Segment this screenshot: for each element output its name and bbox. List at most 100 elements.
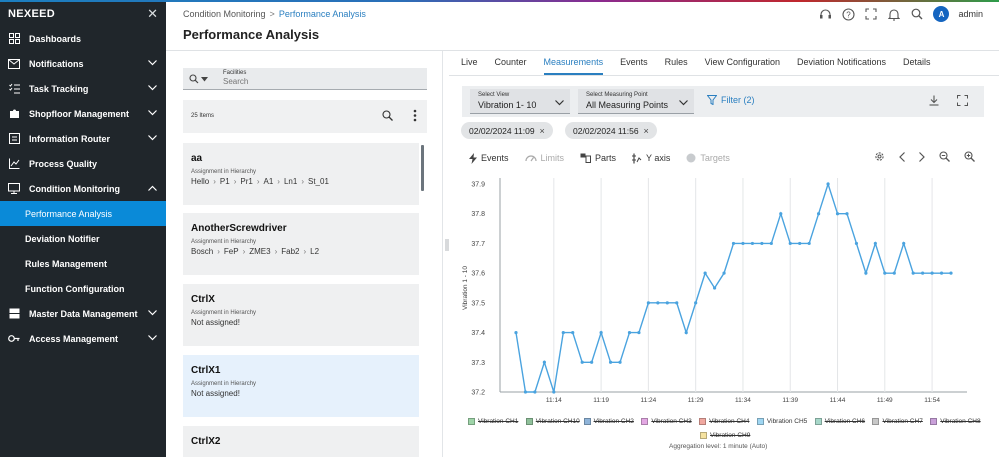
data-point[interactable]	[873, 241, 877, 246]
data-point[interactable]	[542, 360, 546, 364]
data-point[interactable]	[618, 360, 622, 364]
breadcrumb-performance-analysis[interactable]: Performance Analysis	[278, 9, 366, 19]
data-point[interactable]	[835, 212, 840, 216]
legend-item[interactable]: Vibration CH1	[468, 417, 526, 425]
data-point[interactable]	[902, 241, 906, 246]
tab-deviation-notifications[interactable]: Deviation Notifications	[797, 57, 887, 67]
legend-item[interactable]: Vibration CH7	[872, 417, 930, 425]
tab-measurements[interactable]: Measurements	[543, 57, 603, 75]
user-name[interactable]: admin	[958, 9, 983, 19]
data-point[interactable]	[769, 241, 773, 246]
data-point[interactable]	[694, 301, 698, 305]
legend-item[interactable]: Vibration CH3	[641, 417, 699, 425]
legend-item[interactable]: Vibration CH6	[814, 417, 873, 425]
list-item[interactable]: CtrlX2	[183, 426, 419, 457]
tab-rules[interactable]: Rules	[664, 57, 688, 67]
yaxis-toggle[interactable]: Y axis	[632, 153, 670, 164]
data-point[interactable]	[703, 271, 707, 275]
data-point[interactable]	[712, 286, 717, 290]
data-point[interactable]	[552, 390, 556, 394]
data-point[interactable]	[523, 390, 528, 394]
data-point[interactable]	[854, 241, 859, 246]
sidebar-item-notifications[interactable]: Notifications	[0, 51, 166, 76]
data-point[interactable]	[627, 330, 632, 335]
data-point[interactable]	[864, 271, 868, 275]
sidebar-item-dashboards[interactable]: Dashboards	[0, 26, 166, 51]
date-chip-end[interactable]: 02/02/2024 11:56 ×	[565, 122, 657, 139]
chevron-down-icon[interactable]	[148, 308, 157, 318]
select-measuring-point-dropdown[interactable]: Select Measuring Point All Measuring Poi…	[578, 89, 694, 114]
chevron-down-icon[interactable]	[148, 108, 157, 118]
close-sidebar-icon[interactable]: ✕	[147, 6, 158, 21]
breadcrumb-condition-monitoring[interactable]: Condition Monitoring	[183, 9, 266, 19]
data-point[interactable]	[608, 360, 613, 364]
zoom-out-icon[interactable]	[939, 151, 950, 164]
data-point[interactable]	[760, 241, 764, 246]
sidebar-subitem-deviation-notifier[interactable]: Deviation Notifier	[0, 226, 166, 251]
legend-item[interactable]: Vibration CH4	[699, 417, 757, 425]
filter-button[interactable]: Filter (2)	[707, 95, 755, 105]
data-point[interactable]	[731, 241, 736, 246]
list-item[interactable]: aa Assignment in Hierarchy Hello › P1 › Pr1 ›…	[183, 143, 419, 205]
tab-events[interactable]: Events	[620, 57, 648, 67]
targets-toggle[interactable]: Targets	[686, 153, 730, 163]
support-headset-icon[interactable]	[818, 7, 832, 21]
data-point[interactable]	[845, 212, 849, 216]
panel-resize-handle[interactable]	[445, 236, 449, 254]
data-point[interactable]	[533, 390, 537, 394]
data-point[interactable]	[807, 241, 811, 246]
chevron-down-icon[interactable]	[148, 133, 157, 143]
list-item[interactable]: AnotherScrewdriver Assignment in Hierarc…	[183, 213, 419, 275]
tab-counter[interactable]: Counter	[494, 57, 527, 67]
sidebar-item-shopfloor-management[interactable]: Shopfloor Management	[0, 101, 166, 126]
notification-bell-icon[interactable]	[887, 7, 901, 21]
chevron-down-icon[interactable]	[148, 58, 157, 68]
chevron-left-icon[interactable]	[899, 151, 905, 164]
chevron-down-icon[interactable]	[148, 333, 157, 343]
sidebar-item-access-management[interactable]: Access Management	[0, 326, 166, 351]
data-point[interactable]	[892, 271, 896, 275]
fullscreen-icon[interactable]	[864, 7, 878, 21]
sidebar-subitem-performance-analysis[interactable]: Performance Analysis	[0, 201, 166, 226]
data-point[interactable]	[883, 271, 887, 275]
chevron-up-icon[interactable]	[148, 183, 157, 193]
expand-icon[interactable]	[957, 95, 968, 108]
data-point[interactable]	[911, 271, 915, 275]
sidebar-item-condition-monitoring[interactable]: Condition Monitoring	[0, 176, 166, 201]
legend-item[interactable]: Vibration CH9	[700, 431, 758, 439]
sidebar-item-task-tracking[interactable]: Task Tracking	[0, 76, 166, 101]
zoom-in-icon[interactable]	[964, 151, 975, 164]
chevron-down-icon[interactable]	[148, 83, 157, 93]
data-point[interactable]	[949, 271, 953, 275]
data-point[interactable]	[779, 212, 783, 216]
sidebar-subitem-rules-management[interactable]: Rules Management	[0, 251, 166, 276]
parts-toggle[interactable]: Parts	[580, 153, 616, 163]
chevron-right-icon[interactable]	[919, 151, 925, 164]
list-item-selected[interactable]: CtrlX1 Assignment in Hierarchy Not assig…	[183, 355, 419, 417]
data-point[interactable]	[599, 330, 603, 335]
data-point[interactable]	[826, 182, 830, 186]
tab-details[interactable]: Details	[903, 57, 931, 67]
data-point[interactable]	[580, 360, 584, 364]
data-point[interactable]	[656, 301, 660, 305]
sidebar-subitem-function-configuration[interactable]: Function Configuration	[0, 276, 166, 301]
data-point[interactable]	[514, 330, 518, 335]
limits-toggle[interactable]: Limits	[524, 153, 564, 163]
search-icon[interactable]	[382, 110, 393, 123]
legend-item[interactable]: Vibration CH5	[756, 417, 815, 425]
facility-search-input[interactable]	[223, 77, 413, 86]
events-toggle[interactable]: Events	[469, 152, 509, 164]
settings-gear-icon[interactable]	[874, 151, 885, 164]
avatar[interactable]: A	[933, 6, 950, 22]
legend-item[interactable]: Vibration CH10	[525, 417, 584, 425]
data-point[interactable]	[798, 241, 802, 246]
data-point[interactable]	[817, 212, 821, 216]
data-point[interactable]	[561, 330, 565, 335]
tab-live[interactable]: Live	[461, 57, 478, 67]
facility-filter-dropdown[interactable]	[189, 74, 208, 84]
sidebar-item-process-quality[interactable]: Process Quality	[0, 151, 166, 176]
data-point[interactable]	[741, 241, 745, 246]
tab-view-configuration[interactable]: View Configuration	[704, 57, 780, 67]
download-icon[interactable]	[929, 95, 939, 108]
date-chip-start[interactable]: 02/02/2024 11:09 ×	[461, 122, 553, 139]
